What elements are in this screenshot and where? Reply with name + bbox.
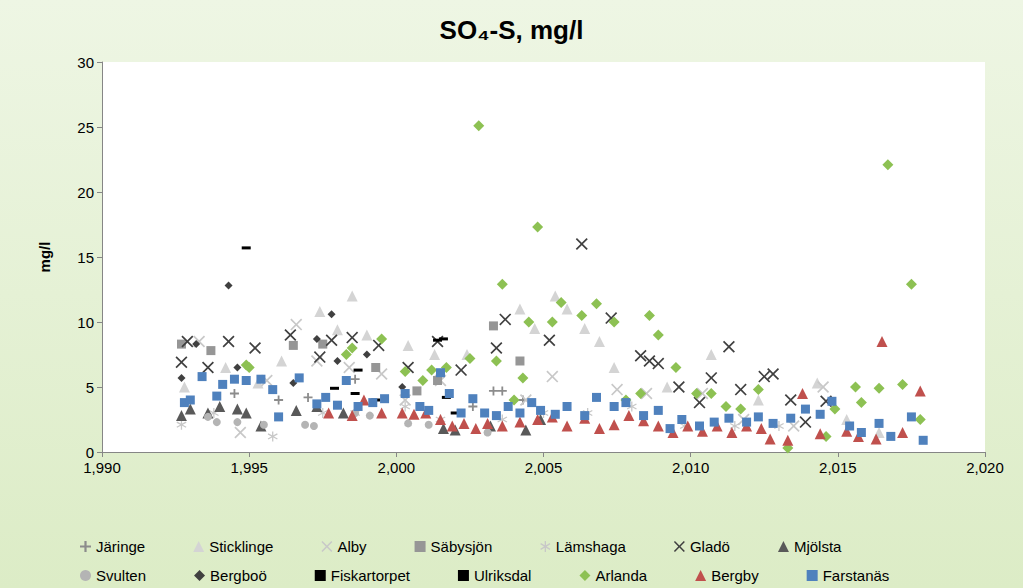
svg-text:Bergby: Bergby (711, 567, 759, 584)
svg-text:Alby: Alby (337, 538, 367, 555)
svg-text:2,010: 2,010 (672, 459, 710, 476)
svg-text:Bergboö: Bergboö (210, 567, 267, 584)
svg-text:15: 15 (77, 249, 94, 266)
svg-text:Arlanda: Arlanda (595, 567, 647, 584)
svg-text:Sticklinge: Sticklinge (209, 538, 273, 555)
svg-text:25: 25 (77, 119, 94, 136)
svg-text:2,015: 2,015 (819, 459, 857, 476)
svg-text:10: 10 (77, 314, 94, 331)
svg-text:Gladö: Gladö (690, 538, 730, 555)
svg-text:20: 20 (77, 184, 94, 201)
svg-text:2,000: 2,000 (378, 459, 416, 476)
svg-text:0: 0 (86, 444, 94, 461)
svg-text:2,020: 2,020 (966, 459, 1004, 476)
svg-text:Fiskartorpet: Fiskartorpet (331, 567, 411, 584)
svg-text:mg/l: mg/l (36, 242, 53, 273)
svg-text:Järinge: Järinge (96, 538, 145, 555)
svg-text:Lämshaga: Lämshaga (556, 538, 627, 555)
svg-text:2,005: 2,005 (525, 459, 563, 476)
svg-text:Farstanäs: Farstanäs (823, 567, 890, 584)
svg-text:5: 5 (86, 379, 94, 396)
svg-text:Svulten: Svulten (96, 567, 146, 584)
svg-text:1,990: 1,990 (83, 459, 121, 476)
svg-text:Mjölsta: Mjölsta (794, 538, 842, 555)
svg-text:SO₄-S, mg/l: SO₄-S, mg/l (440, 15, 584, 45)
svg-text:Säbysjön: Säbysjön (431, 538, 493, 555)
svg-text:30: 30 (77, 54, 94, 71)
svg-text:Ulriksdal: Ulriksdal (474, 567, 532, 584)
svg-text:1,995: 1,995 (230, 459, 268, 476)
